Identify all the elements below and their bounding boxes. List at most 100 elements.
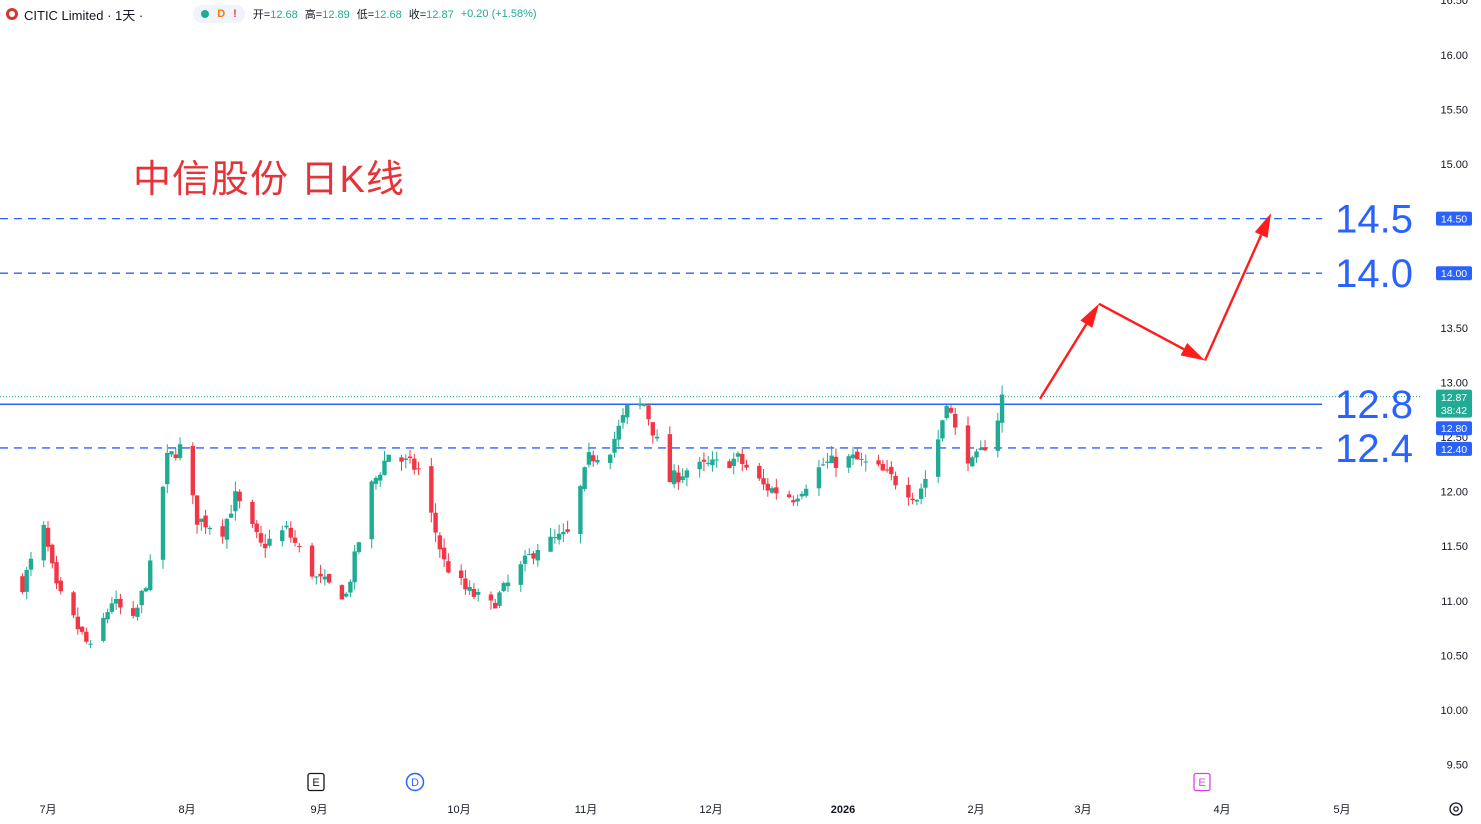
level-labels: 14.5 14.0 12.812.4 [1335, 198, 1413, 471]
candle-body [846, 456, 851, 468]
candle-body [884, 469, 890, 471]
y-tick-label: 13.50 [1440, 323, 1468, 335]
earnings-icon [307, 772, 325, 792]
price-axis[interactable]: 9.5010.0010.5011.0011.5012.0012.5013.001… [1440, 0, 1468, 772]
candle-body [935, 439, 941, 477]
candle-body [654, 436, 660, 439]
candle-body [684, 470, 690, 478]
candle-body [582, 467, 587, 489]
candle [680, 468, 685, 484]
candle-body [190, 445, 196, 496]
candle-body [982, 447, 988, 451]
badge-text: 12.80 [1441, 423, 1467, 435]
candle [820, 457, 826, 467]
candle [463, 569, 468, 595]
y-tick-label: 16.50 [1440, 0, 1468, 7]
candle [982, 440, 988, 452]
candle [769, 486, 775, 494]
candle-body [637, 403, 643, 406]
candle [552, 529, 558, 544]
candle [194, 495, 200, 534]
candle-body [148, 560, 153, 590]
candle [953, 407, 958, 435]
event-marker[interactable]: E [307, 772, 325, 792]
candle [914, 499, 920, 506]
candle-body [906, 484, 911, 498]
candle-body [995, 420, 1001, 451]
symbol-title[interactable]: CITIC Limited · 1天 · [24, 7, 144, 23]
candle [608, 453, 613, 470]
candle-body [41, 524, 46, 561]
candle [79, 626, 85, 635]
candle [791, 495, 796, 507]
candle-body [863, 461, 868, 463]
candle [139, 589, 144, 614]
candle-body [309, 545, 315, 577]
candle [58, 577, 63, 595]
candle-body [463, 578, 468, 590]
candle-body [876, 460, 881, 465]
candle [846, 453, 851, 473]
projection-arrow [1203, 213, 1271, 362]
candle [237, 489, 242, 509]
candle-body [799, 493, 805, 497]
candle-body [795, 498, 800, 502]
candle-body [165, 452, 170, 485]
projection-arrows [1038, 213, 1271, 400]
event-marker[interactable]: E [1193, 772, 1211, 792]
candle [799, 491, 805, 500]
candle [556, 524, 562, 545]
candle-body [671, 470, 677, 485]
candle [850, 446, 856, 465]
candle [45, 521, 51, 552]
candle [923, 470, 928, 498]
candle-body [343, 593, 349, 597]
candle [522, 549, 528, 572]
status-pill[interactable]: D ! [193, 5, 245, 23]
event-marker[interactable]: D [405, 772, 425, 792]
candle [118, 593, 123, 615]
candle-body [433, 512, 438, 533]
candle [130, 601, 136, 619]
candle-body [314, 576, 319, 578]
candle [740, 448, 745, 472]
candle-body [493, 602, 498, 609]
candle-body [339, 585, 345, 600]
settings-gear-icon[interactable] [1449, 802, 1463, 816]
candle [254, 520, 259, 539]
candle [625, 404, 630, 425]
candle-body [625, 405, 630, 418]
ohlc-low: 低=12.68 [356, 9, 402, 21]
candle [433, 503, 438, 543]
candle-body [970, 457, 975, 467]
candle [727, 459, 732, 469]
arrow-head [1180, 343, 1205, 361]
warning-icon: ! [233, 8, 237, 20]
candle-body [646, 405, 651, 420]
candle [833, 448, 839, 477]
chart-annotation-title: 中信股份 日K线 [133, 159, 405, 201]
candle [407, 450, 413, 464]
candle-body [974, 451, 979, 458]
candle [816, 459, 822, 497]
time-axis[interactable]: 7月 8月 9月 10月 11月 12月 2026 2月 3月 4月 5月 [39, 804, 1350, 816]
candle-body [714, 459, 719, 461]
candle-body [199, 518, 204, 522]
candle-body [556, 533, 562, 540]
candle [471, 583, 477, 600]
candle [199, 518, 204, 531]
candle [233, 481, 238, 521]
x-tick-label: 7月 [39, 804, 56, 816]
candle-body [356, 542, 362, 552]
candle [382, 450, 387, 476]
badge-14-50: 14.50 [1436, 211, 1472, 226]
candle-body [953, 413, 958, 428]
candle [590, 450, 596, 467]
candle-body [105, 612, 110, 620]
projection-arrow [1098, 302, 1205, 361]
candle [386, 454, 391, 462]
candle [978, 440, 983, 451]
